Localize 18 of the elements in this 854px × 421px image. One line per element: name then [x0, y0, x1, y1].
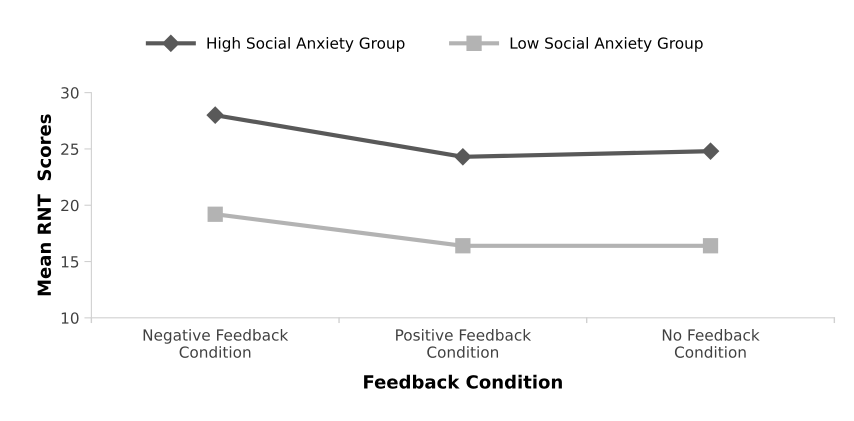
x-tick-label: No Feedback Condition: [662, 328, 760, 358]
y-tick-label: 10: [62, 312, 79, 324]
y-axis-title: Mean RNT Scores: [37, 114, 52, 296]
point: [206, 106, 224, 124]
x-tick-label: Negative Feedback Condition: [144, 328, 288, 358]
x-tick-label: Positive Feedback Condition: [396, 328, 532, 358]
point: [454, 148, 472, 166]
point: [702, 142, 720, 160]
y-tick-label: 25: [61, 143, 78, 155]
point: [208, 206, 223, 222]
y-tick-label: 30: [61, 87, 79, 99]
legend-label: High Social Anxiety Group: [207, 37, 404, 52]
y-tick-label: 15: [62, 256, 78, 268]
point: [455, 238, 471, 254]
y-tick-label: 20: [61, 200, 79, 212]
x-axis-title: Feedback Condition: [364, 374, 562, 389]
legend-label: Low Social Anxiety Group: [510, 37, 703, 52]
point: [702, 238, 718, 254]
